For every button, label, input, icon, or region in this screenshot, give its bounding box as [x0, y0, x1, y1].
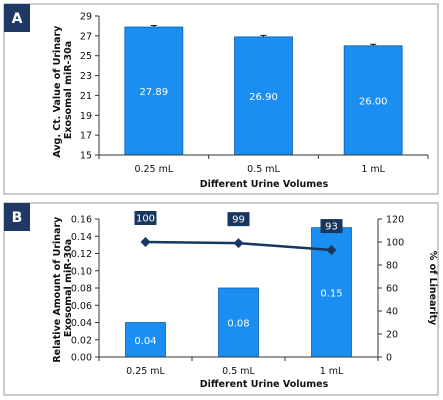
chart-b-marks: 0.00 0.02 0.04 0.06 0.08 0.10 0.12 0.14 0.16 0.04…: [71, 211, 404, 377]
chart-b-linearity-label: 100: [136, 214, 155, 225]
chart-b-linearity-label-box: [134, 211, 157, 225]
chart-b-y2tick-label: 100: [386, 238, 404, 249]
chart-b-y2tick-label: 80: [386, 261, 398, 272]
chart-a-ytick-label: 17: [80, 131, 92, 142]
chart-b-bar-value-label: 0.15: [320, 288, 342, 299]
chart-b-bar: [125, 322, 166, 358]
chart-a-bar-value-label: 26.00: [359, 96, 388, 107]
chart-b-linearity-label: 93: [325, 222, 338, 233]
chart-b-ytick-label: 0.10: [71, 266, 92, 277]
chart-a-ytick-label: 21: [80, 91, 92, 102]
chart-b-y2label: % of Linearity: [427, 251, 438, 326]
chart-b-ytick-label: 0.14: [71, 232, 92, 243]
panel-a-tab: [4, 4, 30, 32]
chart-b-y2tick-label: 20: [386, 330, 398, 341]
chart-a-ytick-label: 15: [80, 151, 92, 162]
chart-a-ylabel-line-2: Exosomal miR-30a: [63, 41, 74, 139]
chart-b-y2tick-label: 60: [386, 284, 398, 295]
chart-b-xtick-label: 1 mL: [320, 366, 344, 377]
chart-a-xlabel: Different Urine Volumes: [200, 179, 329, 190]
chart-b-linearity-label-box: [320, 219, 343, 234]
chart-b-ytick-label: 0.02: [71, 335, 92, 346]
chart-a-ylabel: Avg. Ct. Value of Urinary Exosomal miR-3…: [52, 22, 74, 157]
chart-b-bar: [218, 287, 259, 358]
chart-b-ytick-label: 0.04: [71, 318, 92, 329]
chart-a-bar-value-label: 26.90: [249, 92, 278, 103]
chart-b-linearity-point: [326, 245, 337, 256]
chart-b-ylabel-line-1: Relative Amount of Urinary: [52, 216, 63, 363]
chart-b-ytick-label: 0.00: [71, 353, 92, 364]
chart-b-linearity-label-box: [227, 212, 250, 227]
chart-b-ytick-label: 0.06: [71, 301, 92, 312]
chart-a-ylabel-line-1: Avg. Ct. Value of Urinary: [52, 25, 63, 158]
chart-b-y2tick-label: 120: [386, 215, 404, 226]
chart-a-ytick-label: 25: [80, 51, 92, 62]
chart-a-xtick-label: 0.5 mL: [247, 164, 280, 175]
chart-a-marks: 15 17 19 21 23 25 27 29 27.89 26.90 26.00 0.25 mL 0.…: [80, 12, 429, 175]
chart-b-bar-value-label: 0.08: [227, 319, 249, 330]
chart-a-bar: [343, 45, 403, 156]
chart-a-ytick-label: 29: [80, 12, 92, 23]
chart-b-xtick-label: 0.25 mL: [126, 366, 165, 377]
chart-b-y2tick-label: 0: [386, 353, 392, 364]
chart-b-ytick-label: 0.08: [71, 284, 92, 295]
chart-a: Avg. Ct. Value of Urinary Exosomal miR-3…: [52, 12, 429, 190]
chart-b-bar-value-label: 0.04: [134, 336, 156, 347]
chart-b-linearity-point: [140, 237, 151, 247]
panel-b-label: B: [12, 210, 23, 226]
chart-b: Relative Amount of Urinary Exosomal miR-…: [52, 211, 438, 390]
chart-b-ytick-label: 0.16: [71, 215, 92, 226]
chart-b-linearity-label: 99: [232, 215, 245, 226]
chart-a-xtick-label: 1 mL: [361, 164, 385, 175]
chart-b-xlabel: Different Urine Volumes: [200, 379, 329, 390]
chart-a-ytick-label: 19: [80, 111, 92, 122]
chart-a-xtick-label: 0.25 mL: [134, 164, 173, 175]
chart-a-bar: [234, 36, 293, 156]
chart-a-bar-value-label: 27.89: [140, 87, 169, 98]
chart-b-ylabel: Relative Amount of Urinary Exosomal miR-…: [52, 213, 74, 362]
panel-a-label: A: [12, 11, 23, 27]
panel-b-tab: [4, 203, 30, 231]
chart-a-ytick-label: 27: [80, 31, 92, 42]
chart-b-xtick-label: 0.5 mL: [222, 366, 255, 377]
chart-a-ytick-label: 23: [80, 71, 92, 82]
chart-b-linearity-point: [233, 238, 244, 249]
chart-b-ylabel-line-2: Exosomal miR-30a: [63, 239, 74, 337]
chart-b-y2tick-label: 40: [386, 307, 398, 318]
chart-b-ytick-label: 0.12: [71, 249, 92, 260]
